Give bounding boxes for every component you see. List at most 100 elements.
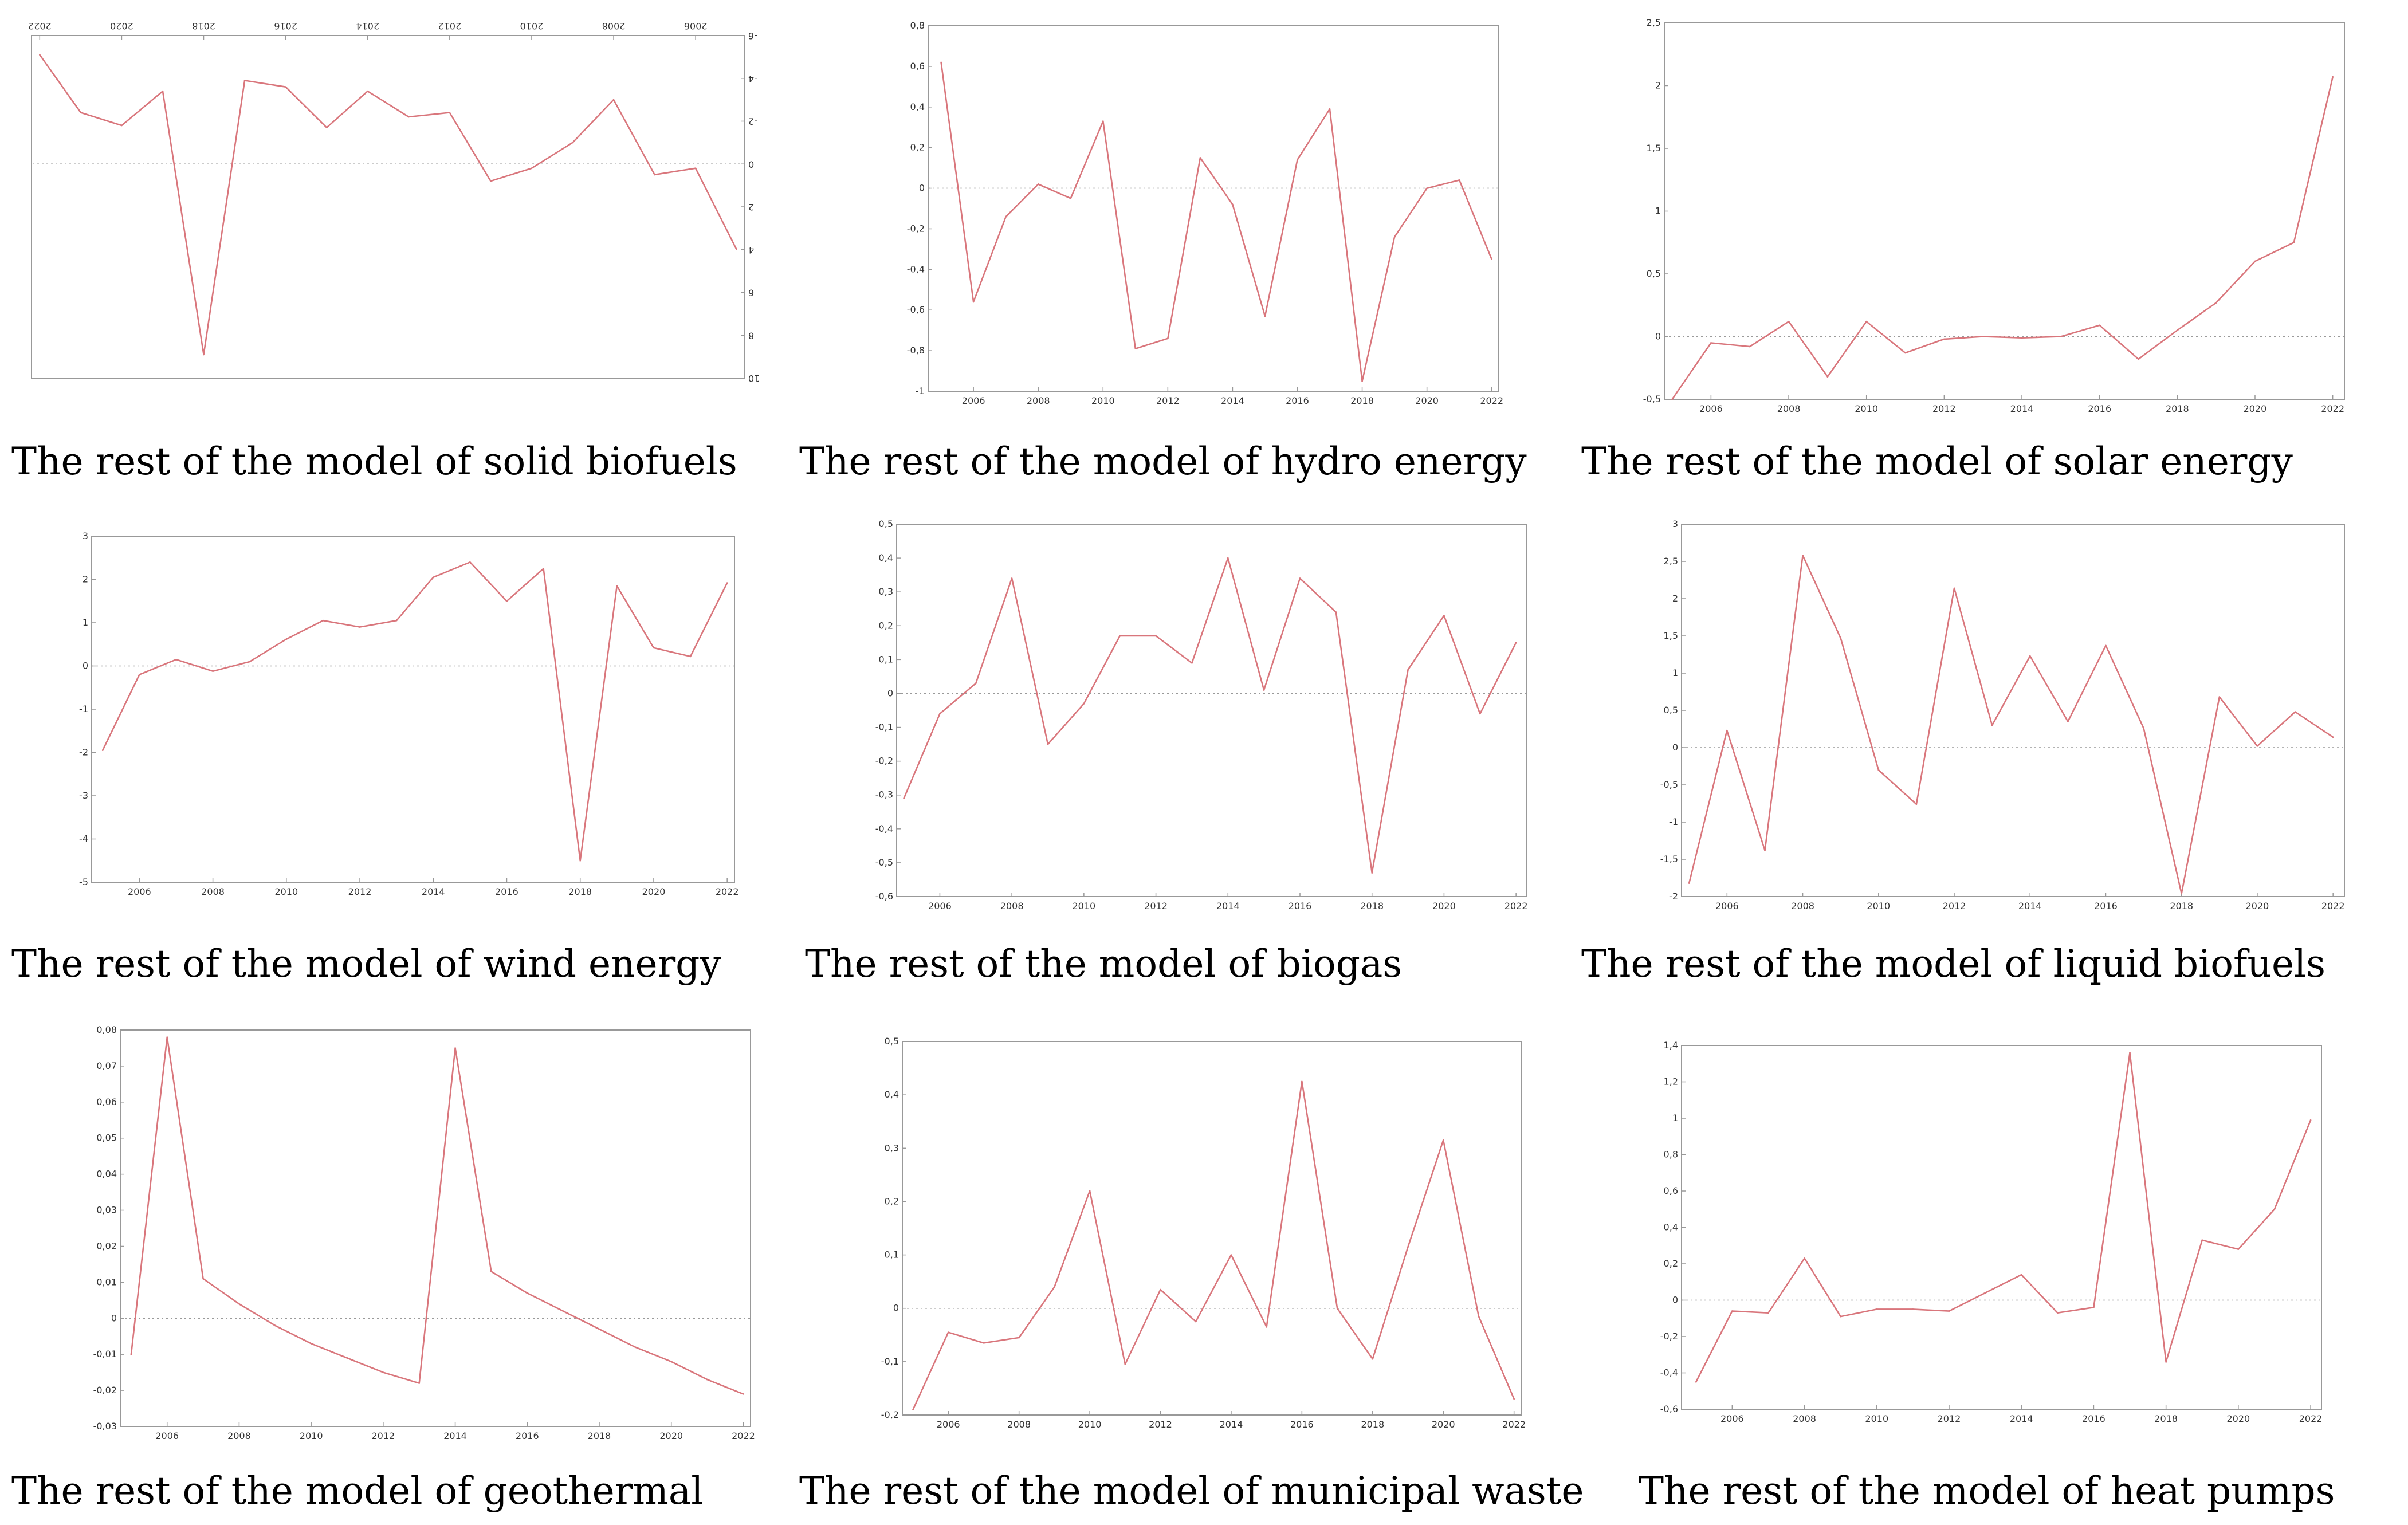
- data-point: [1688, 882, 1690, 884]
- y-tick-label: -5: [79, 877, 88, 887]
- data-point: [1982, 336, 1984, 337]
- data-point: [706, 1378, 708, 1381]
- data-point: [2332, 736, 2334, 738]
- y-tick-label: 0,2: [910, 142, 925, 153]
- data-point: [2293, 241, 2295, 243]
- chart-caption: The rest of the model of biogas: [805, 942, 1402, 986]
- data-point: [743, 1393, 744, 1395]
- y-tick-label: 1,4: [1664, 1040, 1678, 1051]
- data-point: [1037, 183, 1039, 185]
- x-tick-label: 2008: [201, 886, 225, 897]
- x-tick-label: 2012: [1938, 1413, 1961, 1424]
- data-point: [2093, 1306, 2095, 1308]
- data-point: [382, 1371, 384, 1373]
- y-tick-label: 0,5: [879, 518, 893, 529]
- data-point: [726, 582, 728, 584]
- data-point: [2021, 337, 2023, 339]
- y-tick-label: 0: [111, 1312, 117, 1323]
- data-point: [346, 1357, 348, 1359]
- x-tick-label: 2010: [1072, 901, 1095, 911]
- data-point: [1011, 577, 1013, 579]
- x-tick-label: 2010: [274, 886, 298, 897]
- data-point: [432, 576, 434, 579]
- data-point: [2020, 1274, 2022, 1276]
- x-tick-label: 2010: [520, 21, 544, 32]
- chart-panel-7: -0,03 -0,02 -0,01 0 0,01 0,02 0,03 0,04 0,05 0,06…: [11, 1024, 755, 1513]
- y-tick-label: -0,5: [1660, 779, 1678, 790]
- plot-area: -2 -1,5 -1 -0,5 0 0,5 1 1,5 2 2,5 3 2006 2008 2010 201…: [1660, 518, 2345, 911]
- data-point: [1102, 120, 1104, 122]
- data-point: [1943, 338, 1945, 340]
- data-point: [1695, 1381, 1697, 1383]
- y-tick-label: 0,3: [879, 586, 893, 597]
- plot-frame: [1681, 524, 2345, 897]
- y-tick-label: 0: [919, 183, 925, 194]
- data-point: [1443, 615, 1445, 616]
- data-point: [285, 86, 286, 88]
- x-tick-label: 2016: [2088, 403, 2111, 414]
- y-tick-label: -0,2: [1660, 1331, 1678, 1342]
- data-point: [2060, 336, 2062, 337]
- data-point: [2201, 1239, 2203, 1241]
- chart-caption: The rest of the model of hydro energy: [799, 439, 1527, 484]
- data-point: [359, 626, 361, 628]
- data-point: [1877, 769, 1880, 771]
- data-point: [1904, 352, 1906, 354]
- data-point: [1788, 320, 1790, 323]
- plot-area: -0,03 -0,02 -0,01 0 0,01 0,02 0,03 0,04 0,05 0,06…: [93, 1024, 755, 1441]
- y-tick-label: 1,5: [1647, 143, 1661, 154]
- x-tick-label: 2018: [2170, 901, 2193, 911]
- data-point: [670, 1361, 673, 1363]
- y-tick-label: 0,1: [885, 1249, 899, 1260]
- y-tick-label: 10: [748, 373, 760, 384]
- x-tick-label: 2014: [2018, 901, 2042, 911]
- data-point: [1984, 1292, 1986, 1294]
- y-tick-label: -0,1: [875, 722, 893, 733]
- x-tick-label: 2008: [602, 21, 626, 32]
- x-tick-label: 2016: [1286, 395, 1309, 406]
- data-point: [1479, 713, 1481, 715]
- x-tick-label: 2014: [356, 21, 379, 32]
- data-point: [1167, 337, 1169, 340]
- x-tick-label: 2016: [2082, 1413, 2105, 1424]
- plot-frame: [902, 1041, 1522, 1416]
- residual-series-line: [130, 1036, 744, 1395]
- data-point: [1426, 187, 1428, 189]
- y-tick-label: 0,2: [879, 620, 893, 631]
- y-tick-label: -0,5: [1643, 394, 1661, 404]
- x-tick-label: 2014: [443, 1430, 467, 1441]
- data-point: [689, 655, 692, 658]
- y-tick-label: 0,2: [1664, 1258, 1678, 1269]
- data-point: [1124, 1363, 1126, 1365]
- chart-caption: The rest of the model of heat pumps: [1639, 1469, 2335, 1513]
- x-tick-label: 2020: [1415, 395, 1439, 406]
- chart-caption: The rest of the model of liquid biofuels: [1581, 942, 2325, 986]
- data-point: [1515, 642, 1517, 644]
- y-tick-label: 4: [748, 245, 754, 256]
- y-tick-label: 2: [83, 574, 88, 585]
- data-point: [1230, 1254, 1232, 1256]
- residual-series-line: [39, 54, 737, 356]
- data-point: [506, 600, 508, 602]
- y-tick-label: 1: [1672, 1113, 1678, 1123]
- data-point: [310, 1343, 312, 1345]
- chart-panel-5: -0,6 -0,5 -0,4 -0,3 -0,2 -0,1 0 0,1 0,2 0,3 0,4 0,5…: [805, 518, 1528, 986]
- x-tick-label: 2012: [1144, 901, 1168, 911]
- y-tick-label: 2: [1655, 80, 1661, 91]
- y-tick-label: -2: [748, 116, 757, 127]
- data-point: [1089, 1190, 1091, 1192]
- data-point: [579, 859, 582, 862]
- x-tick-label: 2016: [1289, 901, 1312, 911]
- data-point: [2332, 76, 2334, 78]
- x-tick-label: 2022: [1480, 395, 1503, 406]
- data-point: [407, 116, 410, 118]
- data-point: [1227, 557, 1229, 559]
- data-point: [526, 1292, 528, 1294]
- chart-panel-4: -5 -4 -3 -2 -1 0 1 2 3 2006 2008 2010 2012 2014 2016 20…: [11, 530, 739, 986]
- x-tick-label: 2010: [1867, 901, 1890, 911]
- data-point: [2029, 655, 2031, 657]
- data-point: [1155, 635, 1157, 637]
- data-point: [1191, 662, 1193, 664]
- data-point: [975, 682, 977, 685]
- x-tick-label: 2020: [2226, 1413, 2250, 1424]
